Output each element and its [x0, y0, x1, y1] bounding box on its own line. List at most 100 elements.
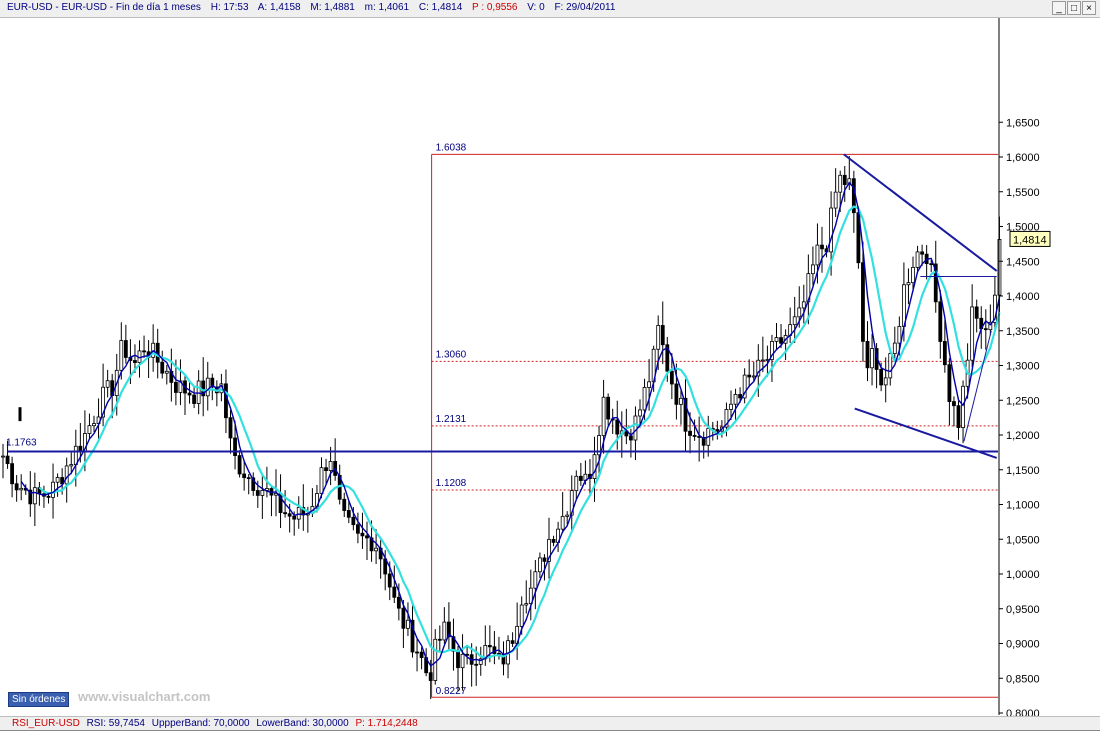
candle-body	[742, 374, 747, 399]
minimize-button[interactable]: _	[1052, 1, 1066, 15]
candle-body	[46, 495, 51, 498]
candle-body	[829, 207, 833, 253]
candle-body	[797, 307, 802, 318]
candle-body	[92, 423, 96, 427]
candle-body	[533, 571, 538, 589]
candle-body	[437, 638, 442, 641]
max-value: M: 1,4881	[310, 2, 355, 13]
candle-body	[833, 191, 838, 209]
candle-body	[73, 445, 78, 466]
candle-body	[187, 392, 192, 396]
candle-body	[428, 672, 433, 681]
candle-body	[942, 341, 947, 366]
candle-body	[292, 515, 297, 520]
candle-body	[592, 454, 597, 479]
candle-body	[406, 619, 410, 629]
candle-body	[387, 573, 392, 588]
slow-moving-average-line	[38, 205, 1001, 659]
candle-body	[669, 370, 674, 385]
candle-body	[133, 360, 137, 363]
candle-body	[597, 435, 601, 456]
candle-body	[701, 437, 706, 446]
candle-body	[947, 364, 952, 402]
last-price-label: 1,4814	[1013, 234, 1047, 246]
candle-body	[551, 538, 556, 543]
candle-body	[961, 385, 965, 428]
fibonacci-level-label: 1.2131	[436, 414, 467, 425]
candle-body	[801, 301, 806, 309]
close-button[interactable]: ×	[1082, 1, 1096, 15]
candle-body	[888, 353, 893, 379]
candle-body	[638, 409, 642, 417]
candle-body	[870, 348, 874, 369]
trendline	[854, 407, 998, 459]
candle-body	[715, 429, 720, 432]
y-tick-label: 1,4500	[1006, 256, 1040, 268]
candle-body	[355, 524, 360, 534]
candle-body	[938, 301, 943, 342]
candle-body	[283, 512, 288, 515]
candle-body	[360, 532, 365, 537]
candle-body	[446, 621, 451, 638]
y-tick-label: 1,4000	[1006, 291, 1040, 303]
candle-body	[911, 266, 915, 284]
candle-body	[401, 607, 406, 629]
candle-body	[733, 394, 738, 405]
candle-body	[929, 263, 934, 266]
candle-body	[28, 489, 33, 505]
y-tick-label: 1,1000	[1006, 500, 1040, 512]
candle-body	[173, 381, 178, 393]
candle-body	[192, 394, 197, 404]
candle-body	[228, 417, 233, 439]
maximize-button[interactable]: □	[1067, 1, 1081, 15]
candle-body	[342, 498, 347, 511]
last-price-marker: 1,4814	[1009, 230, 1051, 247]
candle-body	[51, 481, 55, 498]
candle-body	[756, 359, 761, 377]
candle-body	[10, 463, 15, 485]
candle-body	[988, 321, 993, 331]
y-tick-label: 1,2500	[1006, 395, 1040, 407]
candle-body	[64, 465, 69, 485]
candle-body	[842, 174, 847, 185]
candle-body	[123, 340, 128, 358]
support-level-label: 1.1763	[6, 437, 37, 448]
candle-body	[224, 383, 228, 419]
candle-body	[565, 514, 570, 517]
y-axis: 0,80000,85000,90000,95001,00001,05001,10…	[998, 17, 1040, 720]
candle-body	[433, 638, 438, 681]
trendlines[interactable]: 1.1763	[6, 153, 998, 459]
candle-body	[883, 377, 888, 386]
rsi-panel-header[interactable]: RSI_EUR-USD RSI: 59,7454 UppperBand: 70,…	[0, 716, 1100, 730]
close-value: C: 1,4814	[418, 2, 463, 13]
symbol-label: EUR-USD - EUR-USD - Fin de día 1 meses	[7, 2, 201, 13]
candle-body	[87, 425, 92, 434]
candle-body	[319, 467, 324, 494]
y-tick-label: 1,6500	[1006, 117, 1040, 129]
candle-body	[55, 477, 60, 483]
candle-body	[442, 621, 447, 641]
candle-body	[328, 461, 333, 471]
candle-body	[410, 619, 415, 653]
candle-body	[178, 380, 183, 393]
volume-value: V: 0	[527, 2, 545, 13]
candle-body	[460, 653, 465, 669]
candle-body	[5, 455, 10, 465]
candlestick-series	[1, 156, 1002, 700]
candle-body	[983, 328, 988, 331]
candle-body	[779, 337, 783, 344]
moving-averages	[20, 181, 1001, 667]
candle-body	[665, 344, 670, 372]
orders-button[interactable]: Sin órdenes	[8, 692, 70, 707]
candle-body	[233, 437, 237, 457]
candle-body	[729, 403, 733, 410]
y-tick-label: 1,2000	[1006, 430, 1040, 442]
candle-body	[164, 370, 169, 374]
candle-body	[396, 596, 401, 609]
fibonacci-retracement[interactable]: 1.6038 1.3060 1.2131 1.1208 0.8227	[431, 142, 998, 698]
time-value: H: 17:53	[210, 2, 249, 13]
candle-body	[32, 487, 37, 505]
candle-body	[478, 658, 483, 665]
candle-body	[14, 483, 19, 491]
